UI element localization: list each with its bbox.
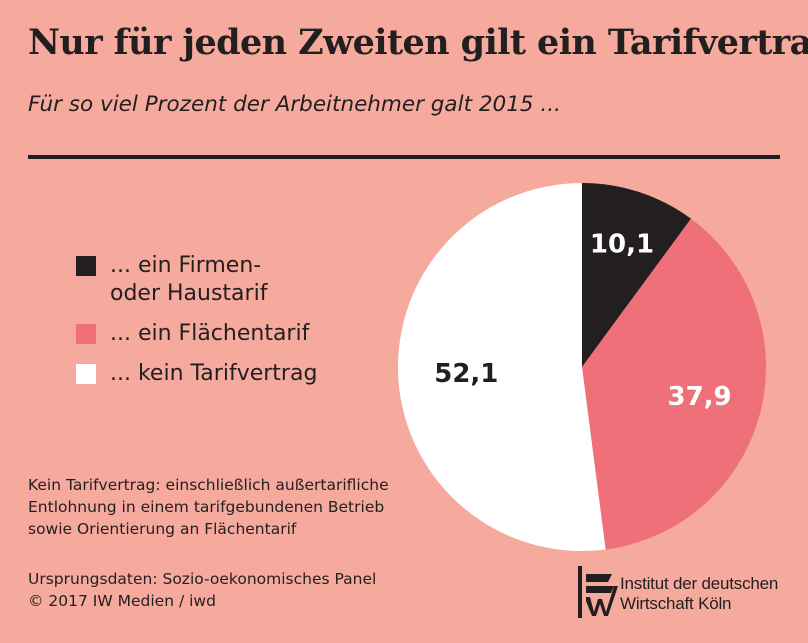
legend-label-kein-tarifvertrag: ... kein Tarifvertrag (110, 361, 318, 386)
source-line-1: Ursprungsdaten: Sozio-oekonomisches Pane… (28, 570, 377, 588)
legend-item-firmentarif: ... ein Firmen- oder Haustarif (76, 252, 317, 308)
logo-line-1: Institut der deutschen (620, 574, 779, 593)
pie-slice-firmentarif-label: 10,1 (590, 230, 654, 260)
legend-item-kein-tarifvertrag: ... kein Tarifvertrag (76, 360, 317, 388)
pie-slice-flaechentarif (582, 218, 766, 550)
footnote-line-1: Kein Tarifvertrag: einschließlich außert… (28, 476, 389, 494)
chart-title: Nur für jeden Zweiten gilt ein Tarifvert… (28, 22, 808, 63)
legend-label-firmentarif: ... ein Firmen- oder Haustarif (110, 253, 268, 306)
legend-label-flaechentarif: ... ein Flächentarif (110, 321, 310, 346)
logo-text: Institut der deutschen Wirtschaft Köln (620, 574, 778, 614)
footnote-line-2: Entlohnung in einem tarifgebundenen Betr… (28, 498, 385, 516)
pie-slice-kein-tarifvertrag-label: 52,1 (434, 359, 498, 389)
pie-slices (398, 183, 766, 551)
legend-item-flaechentarif: ... ein Flächentarif (76, 320, 317, 348)
iw-logo-icon (578, 566, 618, 618)
chart-subtitle: Für so viel Prozent der Arbeitnehmer gal… (28, 92, 561, 117)
pie-slice-kein-tarifvertrag (398, 183, 606, 551)
footnote-line-3: sowie Orientierung an Flächentarif (28, 520, 297, 538)
source-credit: Ursprungsdaten: Sozio-oekonomisches Pane… (28, 568, 376, 612)
legend-swatch-firmentarif (76, 256, 96, 276)
legend-swatch-flaechentarif (76, 324, 96, 344)
pie-slice-firmentarif (582, 183, 691, 367)
divider-rule (28, 155, 780, 159)
footnote: Kein Tarifvertrag: einschließlich außert… (28, 474, 389, 540)
source-line-2: © 2017 IW Medien / iwd (28, 592, 216, 610)
legend: ... ein Firmen- oder Haustarif ... ein F… (76, 252, 317, 400)
logo-line-2: Wirtschaft Köln (620, 594, 732, 613)
pie-labels: 10,1 37,9 52,1 (434, 230, 731, 412)
legend-swatch-kein-tarifvertrag (76, 364, 96, 384)
pie-slice-flaechentarif-label: 37,9 (668, 382, 732, 412)
